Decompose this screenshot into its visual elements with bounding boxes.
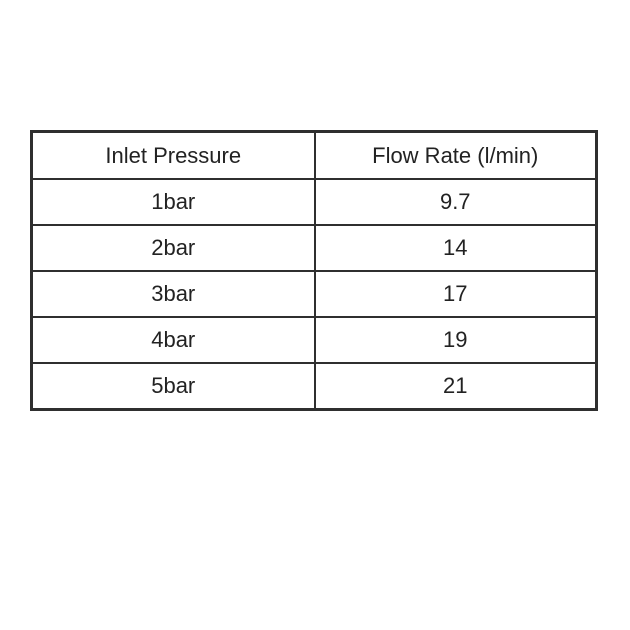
- header-cell: Inlet Pressure: [30, 130, 316, 180]
- pressure-cell: 1bar: [30, 178, 316, 226]
- table-body: Inlet Pressure Flow Rate (l/min) 1bar 9.7 2b…: [30, 130, 598, 411]
- header-row: Inlet Pressure Flow Rate (l/min): [30, 130, 598, 180]
- flow-table: Inlet Pressure Flow Rate (l/min) 1bar 9.7 2b…: [30, 130, 598, 411]
- flow-cell: 14: [313, 224, 598, 272]
- data-row: 1bar 9.7: [30, 178, 598, 226]
- flow-cell: 17: [313, 270, 598, 318]
- flow-cell: 9.7: [313, 178, 598, 226]
- pressure-cell: 4bar: [30, 316, 316, 364]
- data-row: 3bar 17: [30, 270, 598, 318]
- data-row: 2bar 14: [30, 224, 598, 272]
- flow-cell: 21: [313, 362, 598, 411]
- pressure-cell: 5bar: [30, 362, 316, 411]
- data-row: 5bar 21: [30, 362, 598, 411]
- pressure-cell: 3bar: [30, 270, 316, 318]
- pressure-cell: 2bar: [30, 224, 316, 272]
- flow-cell: 19: [313, 316, 598, 364]
- header-cell: Flow Rate (l/min): [313, 130, 598, 180]
- data-row: 4bar 19: [30, 316, 598, 364]
